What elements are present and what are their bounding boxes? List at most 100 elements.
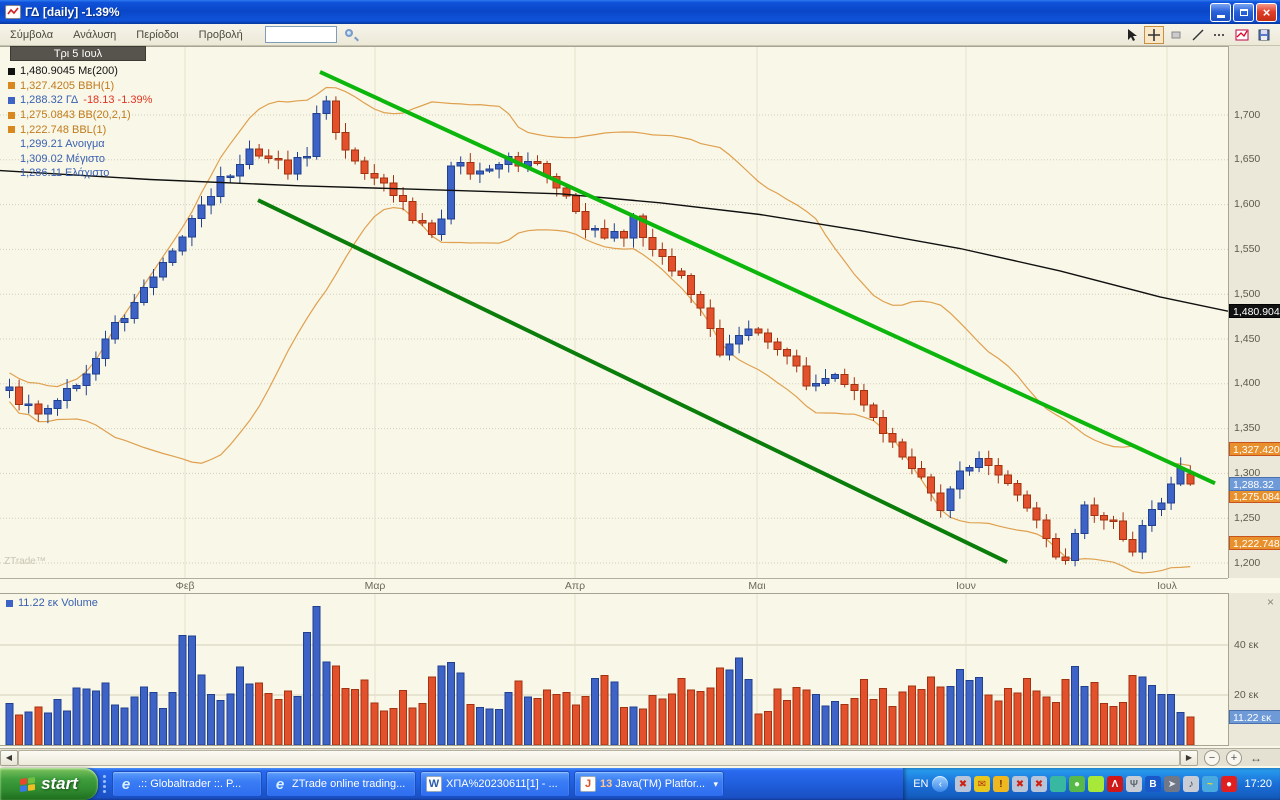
app-chart-icon — [5, 5, 21, 19]
price-tick: 1,400 — [1234, 377, 1261, 390]
lan-status-icon[interactable] — [1087, 776, 1104, 792]
indicator-legend: 1,480.9045 Με(200) 1,327.4205 BBH(1) 1,288… — [8, 64, 152, 181]
volume-speaker-icon[interactable]: ♪ — [1182, 776, 1199, 792]
menubar: Σύμβολα Ανάλυση Περίοδοι Προβολή — [0, 24, 1280, 46]
month-label: Ιουν — [956, 580, 976, 592]
taskbar-item[interactable]: e ZTrade online trading... — [266, 771, 416, 797]
volume-legend: 11.22 εκ Volume — [6, 597, 98, 609]
zoom-out-button[interactable]: − — [1204, 749, 1220, 766]
symbol-search-input[interactable] — [264, 26, 337, 43]
chart-style-tool-icon[interactable] — [1232, 26, 1252, 44]
price-tick: 1,300 — [1234, 466, 1261, 479]
price-badge: 1,288.32 — [1229, 476, 1280, 491]
task-buttons: e.:: Globaltrader ::. P... e ZTrade online… — [110, 768, 726, 800]
taskbar: start e.:: Globaltrader ::. P... e ZTrade … — [0, 768, 1280, 800]
dotted-line-tool-icon[interactable] — [1210, 26, 1230, 44]
legend-row: 1,480.9045 Με(200) — [8, 64, 152, 79]
bird-messenger-icon[interactable]: ~ — [1201, 776, 1218, 792]
month-label: Απρ — [564, 580, 586, 592]
launcher-dart-icon[interactable]: ➤ — [1163, 776, 1180, 792]
price-tick: 1,700 — [1234, 108, 1261, 121]
java-icon: J — [580, 776, 596, 792]
bluetooth-icon[interactable]: B — [1144, 776, 1161, 792]
month-label: Ιουλ — [1157, 580, 1177, 592]
taskbar-clock[interactable]: 17:20 — [1244, 778, 1272, 790]
antivirus-avira-icon[interactable]: Λ — [1106, 776, 1123, 792]
chart-window: 1,700 1,650 1,600 1,550 1,500 1,450 1,400 1,350… — [0, 46, 1280, 768]
chart-toolbar — [1120, 25, 1280, 44]
rectangle-tool-icon[interactable] — [1166, 26, 1186, 44]
search-icon[interactable] — [343, 27, 359, 43]
close-button[interactable]: × — [1256, 2, 1277, 22]
legend-row: 1,222.748 BBL(1) — [8, 122, 152, 137]
mail-alert-icon[interactable]: ✉ — [973, 776, 990, 792]
price-badge: 1,222.748 — [1229, 535, 1280, 550]
volume-swatch — [6, 599, 13, 607]
ztrade-watermark: ZTrade™ — [4, 556, 46, 567]
legend-row: 1,309.02 Μέγιστο — [20, 152, 105, 165]
audio-device-error-icon[interactable]: ✖ — [1011, 776, 1028, 792]
taskbar-item[interactable]: W ΧΠΑ%20230611[1] - ... — [420, 771, 570, 797]
trendline-tool-icon[interactable] — [1188, 26, 1208, 44]
volume-tick: 20 εκ — [1234, 688, 1259, 701]
taskbar-item[interactable]: J 13 Java(TM) Platfor... ▾ — [574, 771, 724, 797]
taskbar-divider[interactable] — [98, 768, 110, 800]
zoom-in-button[interactable]: + — [1226, 749, 1242, 766]
hide-icons-chevron[interactable]: ‹ — [932, 776, 949, 792]
crosshair-tool-icon[interactable] — [1144, 25, 1164, 44]
month-label: Φεβ — [175, 580, 195, 592]
price-tick: 1,600 — [1234, 198, 1261, 211]
pc-error-icon[interactable]: ✖ — [1030, 776, 1047, 792]
ie-icon: e — [275, 775, 285, 793]
price-tick: 1,650 — [1234, 153, 1261, 166]
wireless-signal-icon[interactable]: Ψ — [1125, 776, 1142, 792]
ie-icon: e — [121, 775, 131, 793]
scroll-left-button[interactable]: ◀ — [0, 749, 18, 766]
system-tray: EN ‹ ✖ ✉! ✖ ✖ ● Λ Ψ B ➤ ♪ ~ ● 17:20 — [903, 768, 1280, 800]
pc-network-error-icon[interactable]: ✖ — [954, 776, 971, 792]
minimize-button[interactable] — [1210, 2, 1231, 22]
word-icon: W — [426, 776, 442, 792]
window-titlebar: ΓΔ [daily] -1.39% × — [0, 0, 1280, 24]
scrollbar-thumb[interactable] — [18, 749, 1180, 766]
price-tick: 1,500 — [1234, 287, 1261, 300]
taskbar-item[interactable]: e.:: Globaltrader ::. P... — [112, 771, 262, 797]
group-dropdown-icon: ▾ — [713, 778, 718, 789]
volume-chart[interactable] — [0, 593, 1228, 746]
volume-axis: × 40 εκ 20 εκ 11.22 εκ — [1228, 593, 1280, 746]
pointer-tool-icon[interactable] — [1122, 26, 1142, 44]
month-label: Μαι — [748, 580, 766, 592]
security-alert-icon[interactable]: ! — [992, 776, 1009, 792]
restore-button[interactable] — [1233, 2, 1254, 22]
menu-symbols[interactable]: Σύμβολα — [10, 28, 54, 41]
windows-flag-icon — [20, 776, 36, 792]
volume-tick: 40 εκ — [1234, 638, 1259, 651]
menu-periods[interactable]: Περίοδοι — [136, 28, 179, 41]
price-tick: 1,200 — [1234, 556, 1261, 569]
trend-micro-icon[interactable]: ● — [1220, 776, 1237, 792]
save-tool-icon[interactable] — [1254, 26, 1274, 44]
messenger-icon[interactable] — [1049, 776, 1066, 792]
legend-row: 1,275.0843 BB(20,2,1) — [8, 108, 152, 123]
price-tick: 1,450 — [1234, 332, 1261, 345]
price-axis: 1,700 1,650 1,600 1,550 1,500 1,450 1,400 1,350… — [1228, 46, 1280, 578]
price-tick: 1,250 — [1234, 511, 1261, 524]
close-volume-pane-button[interactable]: × — [1266, 595, 1274, 609]
legend-row: 1,286.11 Ελάχιστο — [20, 167, 110, 180]
update-check-icon[interactable]: ● — [1068, 776, 1085, 792]
price-tick: 1,550 — [1234, 242, 1261, 255]
price-chart[interactable] — [0, 46, 1228, 578]
menu-analysis[interactable]: Ανάλυση — [73, 28, 117, 41]
price-badge: 1,327.420 — [1229, 441, 1280, 456]
horizontal-scrollbar: ◀ ▶ − + ↔ — [0, 748, 1280, 766]
language-indicator[interactable]: EN — [913, 778, 929, 790]
window-title: ΓΔ [daily] -1.39% — [25, 5, 120, 19]
volume-badge: 11.22 εκ — [1229, 709, 1280, 724]
legend-row: 1,288.32 ΓΔ -18.13 -1.39% — [8, 93, 152, 108]
menu-view[interactable]: Προβολή — [198, 28, 243, 41]
scroll-right-button[interactable]: ▶ — [1180, 749, 1198, 766]
time-axis: Φεβ Μαρ Απρ Μαι Ιουν Ιουλ — [0, 578, 1228, 593]
fit-width-button[interactable]: ↔ — [1250, 750, 1262, 765]
start-button[interactable]: start — [0, 768, 98, 800]
